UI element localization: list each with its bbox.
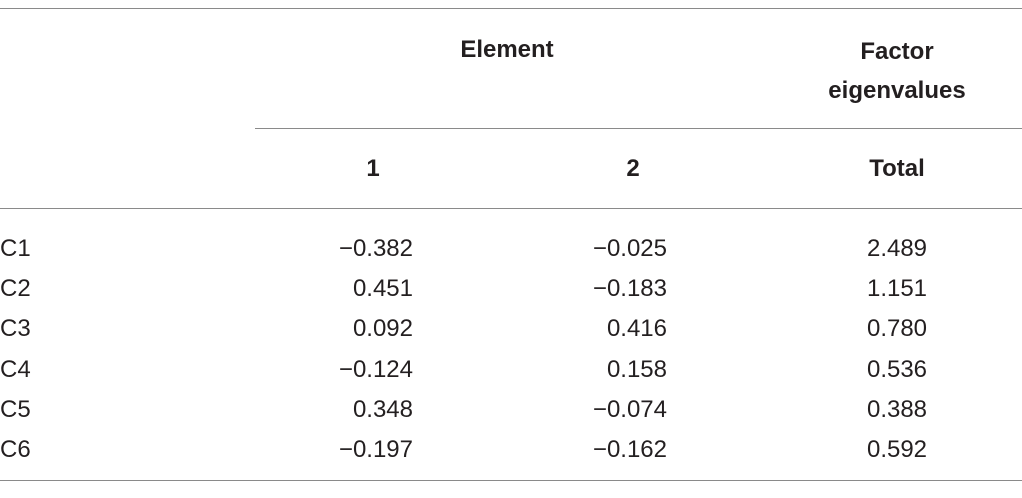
row-label: C5	[0, 395, 31, 423]
row-label: C6	[0, 436, 31, 463]
table-cell: −0.183	[592, 275, 667, 303]
table-cell: 0.536	[866, 355, 928, 383]
table-cell: −0.382	[338, 235, 413, 262]
row-label: C3	[0, 315, 31, 343]
table-cell: −0.162	[592, 436, 667, 463]
table-cell: 0.348	[352, 395, 413, 423]
bottom-rule	[0, 480, 1022, 481]
table-cell: −0.197	[338, 436, 413, 463]
row-label: C4	[0, 355, 31, 383]
top-rule	[0, 8, 1022, 9]
column-header: Total	[869, 155, 925, 182]
table-cell: 0.416	[606, 315, 667, 343]
table-cell: 0.592	[866, 436, 928, 463]
table-cell: 0.158	[606, 355, 667, 383]
group-header: Element	[460, 36, 554, 63]
column-header: 2	[626, 155, 640, 182]
column-header: 1	[366, 155, 380, 182]
table-cell: −0.025	[592, 235, 667, 262]
table-cell: 0.092	[352, 315, 413, 343]
table-cell: 1.151	[866, 275, 928, 303]
factor-header: Factor eigenvalues	[828, 38, 966, 104]
table-cell: 2.489	[866, 235, 928, 262]
header-rule	[0, 208, 1022, 209]
row-label: C1	[0, 235, 31, 262]
table-cell: −0.074	[592, 395, 667, 423]
row-label: C2	[0, 275, 31, 303]
table-cell: 0.780	[866, 315, 928, 343]
table-cell: 0.388	[866, 395, 928, 423]
table-cell: 0.451	[352, 275, 413, 303]
group-rule	[255, 128, 1022, 129]
table-cell: −0.124	[338, 355, 413, 383]
